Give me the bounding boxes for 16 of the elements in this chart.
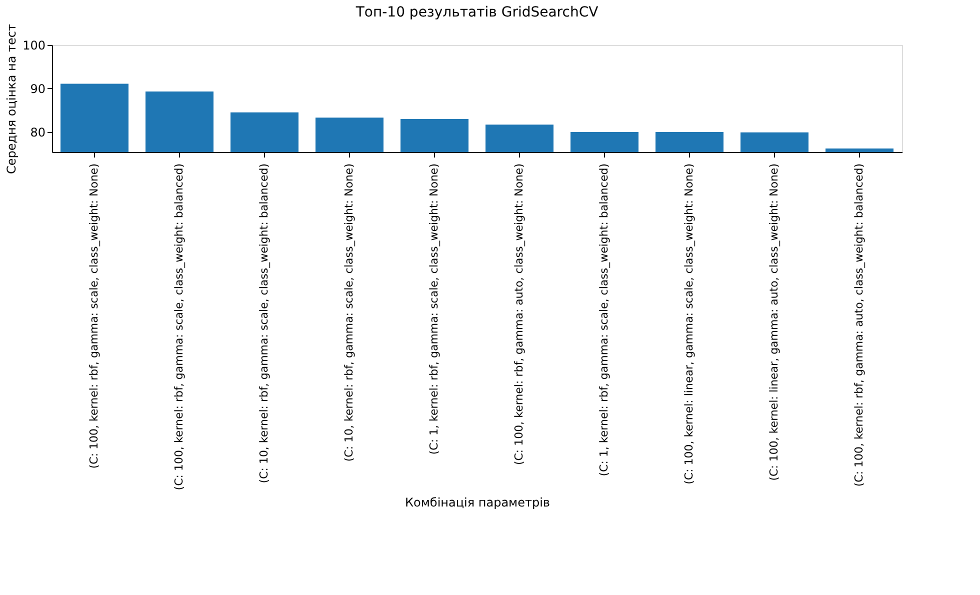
chart-title: Топ-10 результатів GridSearchCV <box>354 4 599 20</box>
x-tick-label: (C: 100, kernel: rbf, gamma: auto, class_weight: balanced) <box>852 164 866 487</box>
x-tick-label: (C: 1, kernel: rbf, gamma: scale, class_weight: balanced) <box>598 164 610 476</box>
y-tick-label: 100 <box>22 38 46 52</box>
x-tick-label: (C: 100, kernel: rbf, gamma: scale, class_weight: balanced) <box>172 164 186 490</box>
y-tick-label: 80 <box>30 125 46 140</box>
x-tick-label: (C: 10, kernel: rbf, gamma: scale, class_weight: balanced) <box>258 164 270 484</box>
x-tick-label: (C: 100, kernel: linear, gamma: auto, class_weight: None) <box>768 164 780 481</box>
y-axis-title: Середня оцінка на тест <box>4 24 19 174</box>
x-tick-label: (C: 10, kernel: rbf, gamma: scale, class_weight: None) <box>342 164 356 462</box>
x-tick-label: (C: 1, kernel: rbf, gamma: scale, class_weight: None) <box>428 164 440 455</box>
x-tick-label: (C: 100, kernel: rbf, gamma: auto, class_weight: None) <box>512 164 526 466</box>
x-tick-label: (C: 100, kernel: linear, gamma: scale, class_weight: None) <box>682 164 696 484</box>
x-tick-label: (C: 100, kernel: rbf, gamma: scale, class_weight: None) <box>88 164 100 469</box>
y-tick-label: 90 <box>30 82 46 96</box>
x-axis-title: Комбінація параметрів <box>404 496 550 510</box>
